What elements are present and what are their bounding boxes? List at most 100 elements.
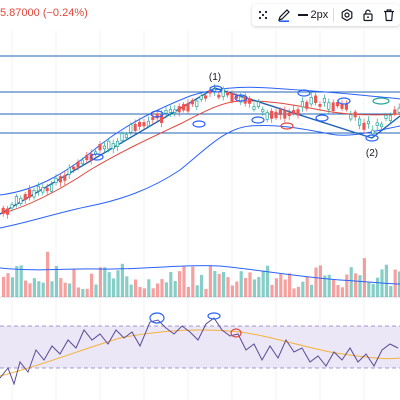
candle-body xyxy=(50,184,54,192)
volume-bar xyxy=(292,288,296,297)
swing-marker-circle[interactable] xyxy=(337,97,351,105)
candlesticks xyxy=(1,84,400,219)
swing-marker-circle[interactable] xyxy=(150,110,164,118)
candle-body xyxy=(371,129,375,135)
candle-body xyxy=(98,143,102,151)
volume-bar xyxy=(318,265,322,297)
candle-body xyxy=(116,140,120,147)
rsi-line xyxy=(0,317,399,386)
pencil-icon[interactable] xyxy=(273,4,294,26)
volume-bar xyxy=(371,283,375,297)
volume-bar xyxy=(222,272,226,297)
volume-bar xyxy=(6,273,10,297)
candle-body xyxy=(186,103,190,112)
rsi-marker-circle[interactable] xyxy=(149,312,165,324)
trendline[interactable] xyxy=(0,87,400,215)
candle-body xyxy=(388,115,392,122)
swing-marker-circle[interactable] xyxy=(297,89,311,97)
volume-bar xyxy=(147,279,151,297)
swing-marker-circle[interactable] xyxy=(365,134,379,142)
candle-body xyxy=(107,140,111,150)
volume-bar xyxy=(46,251,50,297)
candle-body xyxy=(129,124,133,133)
swing-marker-circle[interactable] xyxy=(315,114,329,122)
candle-body xyxy=(155,113,159,119)
swing-marker-circle[interactable] xyxy=(209,85,223,93)
volume-bar xyxy=(340,287,344,297)
candle-body xyxy=(283,110,287,119)
rsi-marker-circle[interactable] xyxy=(207,312,221,320)
candle-body xyxy=(309,96,313,105)
line-style-icon[interactable]: 2px xyxy=(295,4,332,26)
swing-marker-circle[interactable] xyxy=(372,97,390,105)
candle-body xyxy=(380,123,384,128)
chart-canvas[interactable]: (1) (2) xyxy=(0,30,400,400)
volume-bar xyxy=(72,269,76,297)
candle-body xyxy=(146,120,150,127)
candle-body xyxy=(199,95,203,100)
volume-bar xyxy=(336,284,340,297)
volume-bars xyxy=(2,251,400,297)
swing-marker-circle[interactable] xyxy=(280,122,294,130)
candle-body xyxy=(362,122,366,130)
volume-bar xyxy=(129,284,133,297)
volume-bar xyxy=(248,272,252,297)
swing-marker-circle[interactable] xyxy=(234,94,248,102)
candle-body xyxy=(314,95,318,103)
volume-bar xyxy=(230,285,234,297)
candle-body xyxy=(45,187,49,192)
volume-bar xyxy=(169,272,173,297)
candle-body xyxy=(63,175,67,181)
candle-body xyxy=(265,112,269,120)
candle-body xyxy=(111,143,115,150)
line-width-sample xyxy=(297,14,308,16)
candle-body xyxy=(384,114,388,119)
volume-bar xyxy=(301,281,305,297)
swing-marker-circle[interactable] xyxy=(251,116,265,124)
candle-body xyxy=(36,185,40,192)
candle-body xyxy=(336,102,340,107)
trash-icon[interactable] xyxy=(379,4,400,26)
candle-body xyxy=(221,88,225,97)
candle-body xyxy=(19,197,23,204)
volume-bar xyxy=(239,271,243,297)
candle-body xyxy=(6,208,10,215)
volume-bar xyxy=(204,288,208,297)
volume-bar xyxy=(156,283,160,297)
candle-body xyxy=(261,109,265,113)
chart-top-bar: 5.87000 (−0.24%) 2px xyxy=(0,0,400,30)
volume-bar xyxy=(305,276,309,297)
candle-body xyxy=(168,109,172,113)
candle-body xyxy=(300,101,304,108)
lock-icon[interactable] xyxy=(357,4,378,26)
swing-marker-circle[interactable] xyxy=(90,153,104,161)
drag-handle-icon[interactable] xyxy=(252,4,273,26)
candle-body xyxy=(120,133,124,142)
candle-body xyxy=(76,161,80,168)
volume-bar xyxy=(41,282,45,297)
volume-bar xyxy=(266,265,270,297)
line-width-label: 2px xyxy=(310,9,329,21)
candle-body xyxy=(274,111,278,119)
volume-bar xyxy=(358,275,362,297)
volume-bar xyxy=(349,267,353,297)
volume-bar xyxy=(376,277,380,297)
candle-body xyxy=(296,109,300,116)
volume-bar xyxy=(54,266,58,297)
toolbar-divider xyxy=(333,8,335,22)
volume-bar xyxy=(257,277,261,297)
settings-icon[interactable] xyxy=(336,4,357,26)
rsi-marker-circle[interactable] xyxy=(230,328,242,338)
volume-bar xyxy=(19,265,23,297)
volume-moving-average xyxy=(0,265,400,285)
swing-marker-circle[interactable] xyxy=(192,120,206,128)
volume-bar xyxy=(85,288,89,297)
candle-body xyxy=(292,110,296,114)
candle-body xyxy=(190,100,194,105)
volume-bar xyxy=(217,273,221,297)
candle-body xyxy=(10,204,14,209)
candle-body xyxy=(270,110,274,119)
candle-body xyxy=(164,110,168,114)
volume-bar xyxy=(226,277,230,297)
price-change-readout: 5.87000 (−0.24%) xyxy=(0,7,88,19)
